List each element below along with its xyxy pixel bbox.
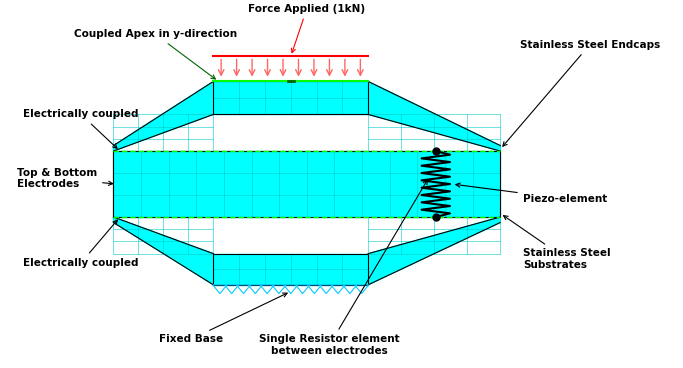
Polygon shape: [368, 81, 500, 151]
Text: Stainless Steel Endcaps: Stainless Steel Endcaps: [503, 40, 660, 146]
Text: Top & Bottom
Electrodes: Top & Bottom Electrodes: [17, 168, 113, 190]
Polygon shape: [113, 151, 500, 217]
Polygon shape: [368, 217, 500, 285]
Text: Electrically coupled: Electrically coupled: [23, 109, 139, 148]
Text: Piezo-element: Piezo-element: [456, 183, 607, 204]
Polygon shape: [213, 254, 368, 285]
Text: Stainless Steel
Substrates: Stainless Steel Substrates: [503, 216, 611, 270]
Text: Electrically coupled: Electrically coupled: [23, 220, 139, 268]
Text: Fixed Base: Fixed Base: [158, 293, 287, 344]
Text: Force Applied (1kN): Force Applied (1kN): [249, 4, 365, 53]
Polygon shape: [213, 81, 368, 114]
Text: Single Resistor element
between electrodes: Single Resistor element between electrod…: [259, 180, 428, 356]
Text: Coupled Apex in y-direction: Coupled Apex in y-direction: [74, 29, 237, 79]
Polygon shape: [113, 81, 213, 151]
Polygon shape: [113, 217, 213, 285]
